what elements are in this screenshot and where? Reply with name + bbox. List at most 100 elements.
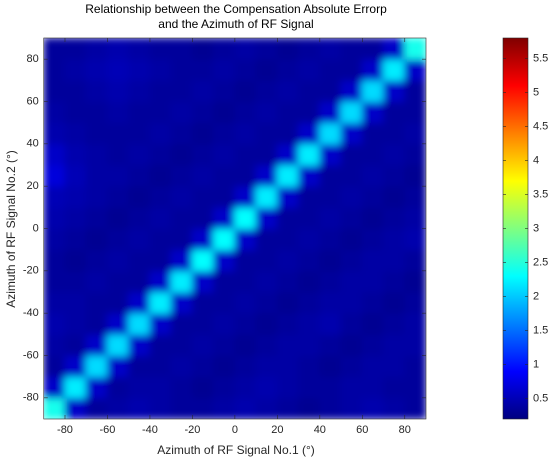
- heatmap-cell: [106, 79, 130, 102]
- heatmap-cell: [85, 79, 108, 102]
- heatmap-cell: [170, 164, 193, 187]
- heatmap-cell: [276, 79, 300, 102]
- heatmap-cell: [64, 376, 87, 399]
- heatmap-cell: [404, 291, 426, 314]
- heatmap-cell: [319, 206, 342, 229]
- heatmap-cell: [319, 185, 342, 208]
- heatmap-cell: [340, 355, 363, 378]
- heatmap-cell: [106, 228, 130, 251]
- heatmap-cell: [234, 376, 257, 399]
- heatmap-cell: [213, 122, 236, 145]
- heatmap-cell: [383, 206, 406, 229]
- heatmap-cell: [191, 185, 215, 208]
- heatmap-cell: [43, 291, 66, 314]
- heatmap-cell: [106, 164, 130, 187]
- heatmap-cell: [276, 101, 300, 124]
- heatmap-cell: [276, 355, 300, 378]
- heatmap-cell: [383, 79, 406, 102]
- heatmap-cell: [85, 291, 108, 314]
- heatmap-cell: [128, 101, 151, 124]
- colorbar-tick-label: 4.5: [533, 120, 548, 132]
- heatmap-cell: [255, 228, 278, 251]
- colorbar-tick-label: 2.5: [533, 256, 548, 268]
- heatmap-cell: [361, 270, 385, 293]
- x-tick-label: -80: [57, 424, 73, 436]
- heatmap-cell: [340, 143, 363, 166]
- heatmap-cell: [213, 143, 236, 166]
- heatmap-cell: [149, 58, 172, 81]
- heatmap-cell: [128, 206, 151, 229]
- heatmap-cell: [43, 206, 66, 229]
- heatmap-cell: [170, 291, 193, 314]
- heatmap-cell: [191, 228, 215, 251]
- heatmap-cell: [361, 228, 385, 251]
- heatmap-cell: [106, 185, 130, 208]
- heatmap-cell: [340, 58, 363, 81]
- heatmap-cell: [361, 333, 385, 356]
- heatmap-cell: [404, 249, 426, 272]
- heatmap-cell: [234, 397, 257, 419]
- heatmap-cell: [404, 122, 426, 145]
- heatmap-cell: [340, 397, 363, 419]
- heatmap-cell: [213, 79, 236, 102]
- heatmap-cell: [319, 333, 342, 356]
- heatmap-cell: [319, 228, 342, 251]
- heatmap-cell: [128, 185, 151, 208]
- heatmap-cell: [64, 355, 87, 378]
- heatmap-cell: [43, 79, 66, 102]
- heatmap-cell: [234, 122, 257, 145]
- heatmap-cell: [191, 291, 215, 314]
- heatmap-cell: [319, 143, 342, 166]
- y-tick-label: 0: [33, 222, 39, 234]
- heatmap-cell: [191, 312, 215, 335]
- heatmap-cell: [128, 397, 151, 419]
- colorbar-tick-label: 4: [533, 154, 539, 166]
- heatmap-cell: [149, 185, 172, 208]
- heatmap-cell: [340, 312, 363, 335]
- heatmap-cell: [319, 270, 342, 293]
- heatmap-cell: [128, 228, 151, 251]
- heatmap-cell: [383, 143, 406, 166]
- heatmap-cell: [106, 249, 130, 272]
- heatmap-cell: [340, 270, 363, 293]
- heatmap-cell: [170, 58, 193, 81]
- heatmap-cell: [255, 376, 278, 399]
- heatmap-cell: [170, 376, 193, 399]
- colorbar-tick-label: 3.5: [533, 188, 548, 200]
- heatmap-cell: [43, 312, 66, 335]
- heatmap-cell: [255, 101, 278, 124]
- heatmap-cell: [234, 291, 257, 314]
- heatmap-cell: [106, 101, 130, 124]
- heatmap-cell: [85, 185, 108, 208]
- heatmap-cell: [276, 397, 300, 419]
- heatmap-cell: [234, 249, 257, 272]
- heatmap-cell: [383, 355, 406, 378]
- heatmap-cell: [149, 79, 172, 102]
- heatmap-cell: [361, 206, 385, 229]
- heatmap-cell: [298, 79, 321, 102]
- heatmap-cell: [361, 164, 385, 187]
- y-tick-label: 60: [27, 95, 39, 107]
- heatmap-cell: [64, 101, 87, 124]
- heatmap-cell: [298, 249, 321, 272]
- heatmap-cell: [404, 206, 426, 229]
- heatmap-cell: [319, 101, 342, 124]
- heatmap-cell: [106, 122, 130, 145]
- heatmap-cell: [191, 143, 215, 166]
- heatmap-cell: [298, 101, 321, 124]
- heatmap-cell: [149, 376, 172, 399]
- heatmap-cell: [234, 79, 257, 102]
- heatmap-cell: [43, 185, 66, 208]
- heatmap-cell: [64, 228, 87, 251]
- heatmap-cell: [255, 397, 278, 419]
- heatmap-cell: [234, 101, 257, 124]
- heatmap-cell: [213, 333, 236, 356]
- heatmap-cell: [383, 397, 406, 419]
- heatmap-cell: [213, 164, 236, 187]
- heatmap-cell: [255, 185, 278, 208]
- heatmap-cell: [64, 122, 87, 145]
- heatmap-cell: [149, 270, 172, 293]
- colorbar-tick-label: 3: [533, 222, 539, 234]
- heatmap-cell: [128, 38, 151, 60]
